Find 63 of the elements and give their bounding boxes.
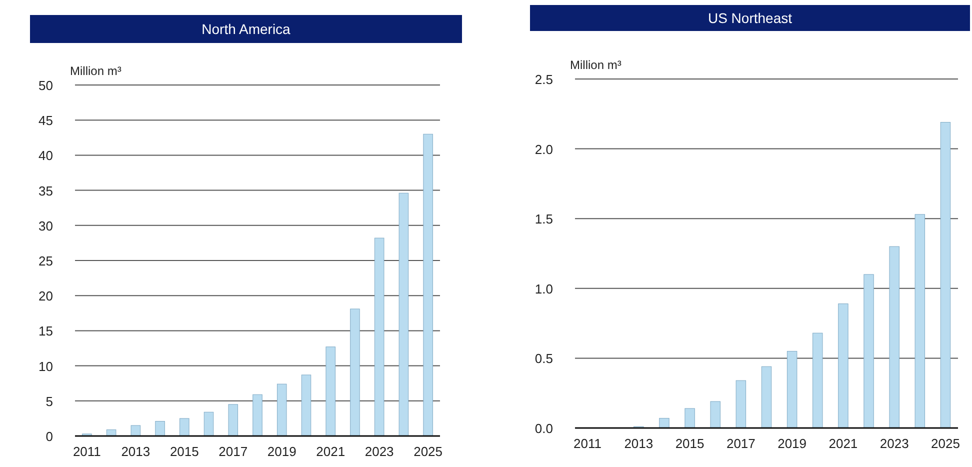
bar: [889, 246, 900, 428]
bar: [786, 350, 798, 428]
bar: [838, 304, 848, 428]
y-tick-label: 5: [46, 394, 53, 409]
bar: [374, 238, 384, 436]
x-tick-label: 2023: [880, 436, 909, 451]
y-tick-label: 1.0: [534, 281, 553, 296]
bar: [350, 308, 360, 436]
y-tick-label: 20: [38, 288, 53, 304]
bar: [710, 401, 720, 428]
y-tick-label: 35: [38, 183, 53, 198]
x-tick-label: 2021: [828, 436, 858, 451]
bar: [326, 346, 336, 436]
bar: [155, 421, 165, 436]
x-tick-label: 2019: [778, 436, 807, 451]
x-tick-label: 2015: [675, 436, 704, 451]
y-tick-label: 45: [38, 113, 53, 128]
bar: [736, 380, 746, 428]
x-tick-label: 2013: [624, 436, 654, 451]
bar: [301, 374, 312, 436]
x-tick-label: 2019: [267, 444, 296, 459]
x-tick-label: 2025: [931, 436, 960, 451]
x-tick-label: 2023: [364, 444, 394, 459]
y-tick-label: 30: [38, 218, 53, 234]
y-tick-label: 2.0: [534, 142, 553, 157]
x-tick-label: 2021: [316, 444, 346, 459]
bar: [812, 332, 823, 428]
x-tick-label: 2015: [170, 444, 199, 459]
bar: [204, 412, 214, 436]
x-tick-label: 2013: [121, 444, 150, 459]
x-tick-label: 2025: [414, 444, 443, 459]
x-tick-label: 2011: [72, 444, 101, 459]
y-tick-label: 0.0: [534, 421, 553, 436]
bar: [180, 418, 190, 436]
y-tick-label: 40: [38, 148, 53, 164]
y-tick-label: 0.5: [534, 351, 553, 366]
y-axis-title: Million m³: [570, 58, 622, 72]
x-tick-label: 2011: [574, 436, 602, 451]
x-tick-label: 2017: [726, 436, 756, 451]
y-axis-title: Million m³: [70, 64, 122, 78]
y-tick-label: 50: [38, 78, 53, 93]
bar: [276, 384, 287, 436]
bar: [398, 192, 409, 436]
y-tick-label: 2.5: [534, 72, 553, 87]
x-tick-label: 2017: [218, 444, 248, 459]
bar: [914, 214, 926, 428]
bar: [252, 394, 262, 436]
y-tick-label: 1.5: [534, 212, 553, 227]
y-tick-label: 10: [38, 358, 53, 374]
y-tick-label: 25: [38, 254, 53, 268]
y-tick-label: 15: [38, 324, 53, 339]
bar: [684, 408, 695, 428]
bar: [659, 418, 670, 428]
chart-title: US Northeast: [708, 10, 792, 26]
chart-title: North America: [202, 21, 291, 37]
bar: [761, 366, 772, 428]
bar: [106, 429, 116, 436]
bar: [940, 122, 951, 428]
bar: [423, 134, 433, 436]
bar: [130, 425, 141, 436]
bar: [228, 404, 238, 436]
y-tick-label: 0: [46, 429, 53, 444]
bar: [864, 274, 874, 428]
